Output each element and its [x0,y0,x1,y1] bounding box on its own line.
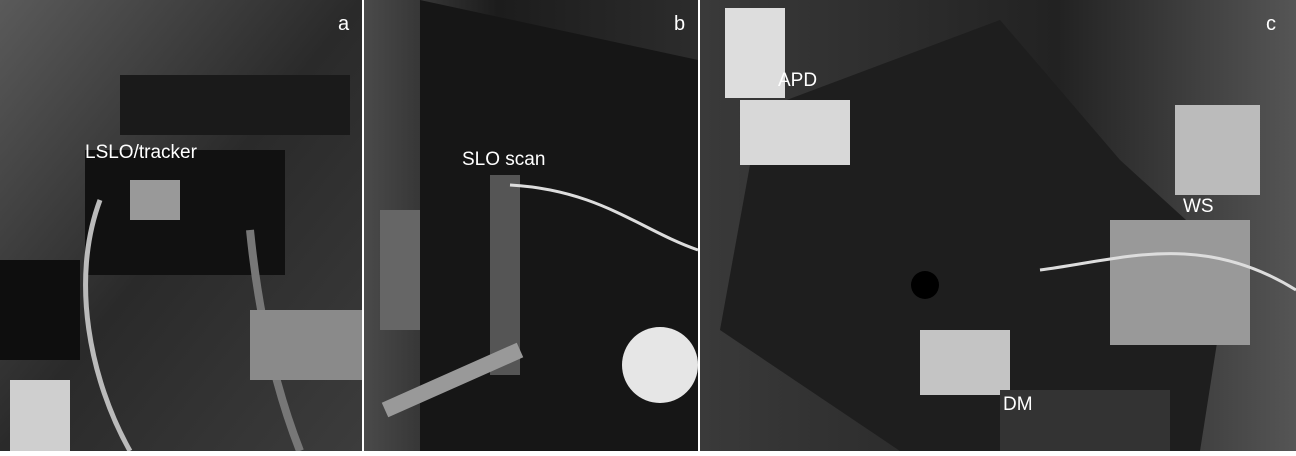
separator [362,0,364,451]
mount [380,210,420,330]
ribbon-cable [1000,390,1170,451]
post [490,175,520,375]
bottle [10,380,70,451]
breadboard [420,0,698,451]
apd-module [740,100,850,165]
panel-b [364,0,699,451]
mirror [622,327,698,403]
mount [0,260,80,360]
lens [250,310,362,380]
cable [509,183,699,252]
dm-module [920,330,1010,395]
panel-letter: b [674,13,685,35]
window [725,8,785,98]
panel-letter: a [338,13,350,35]
cable [83,199,133,453]
stage [120,75,350,135]
panel-a [0,0,362,453]
label: LSLO/tracker [85,142,198,163]
panel-letter: c [1266,13,1276,35]
poster [1175,105,1260,195]
ws-module [1110,220,1250,345]
cable [1039,252,1296,292]
label: DM [1003,394,1033,415]
label: WS [1183,196,1214,217]
panel-c [700,0,1296,451]
separator [698,0,700,451]
label: SLO scan [462,149,545,170]
tube [381,342,524,418]
connector [130,180,180,220]
hole [911,271,939,299]
label: APD [778,70,817,91]
